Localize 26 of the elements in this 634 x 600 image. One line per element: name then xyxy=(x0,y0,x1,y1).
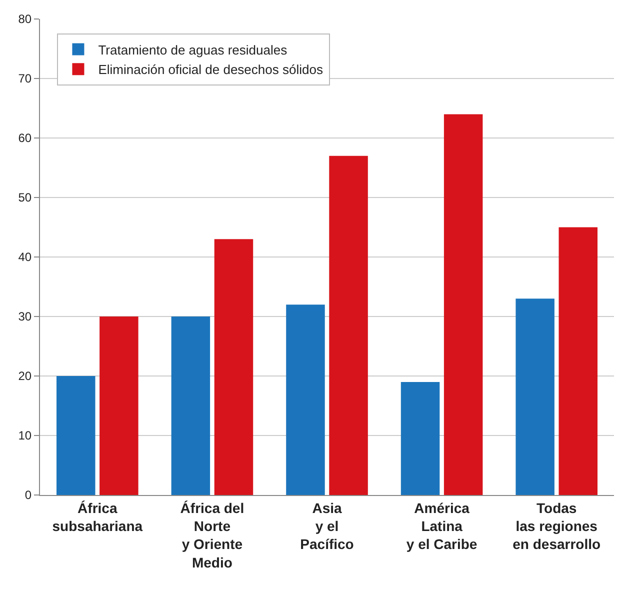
bar xyxy=(558,227,598,495)
bar xyxy=(329,156,368,495)
bar xyxy=(400,382,440,495)
bar xyxy=(286,304,325,495)
x-tick-label: América Latina y el Caribe xyxy=(406,500,478,552)
y-tick-label: 40 xyxy=(18,250,32,264)
y-tick-label: 70 xyxy=(18,72,32,86)
legend-label: Tratamiento de aguas residuales xyxy=(98,42,288,58)
x-tick-label: África del Norte y Oriente Medio xyxy=(180,500,244,570)
x-tick-label: Asia y el Pacífico xyxy=(300,500,354,552)
y-tick-label: 60 xyxy=(18,131,32,146)
bar xyxy=(444,114,483,495)
y-tick-label: 0 xyxy=(24,488,32,502)
x-tick-label: Todas las regiones en desarrollo xyxy=(512,500,601,552)
bar xyxy=(100,316,138,495)
bar xyxy=(171,316,210,495)
y-tick-label: 50 xyxy=(18,190,32,205)
y-tick-label: 80 xyxy=(18,12,32,26)
bar xyxy=(56,376,96,495)
y-tick-label: 30 xyxy=(18,310,32,324)
bar xyxy=(214,239,254,495)
y-tick-label: 20 xyxy=(18,369,32,384)
bar xyxy=(516,298,554,495)
x-tick-label: África subsahariana xyxy=(52,500,143,534)
legend-label: Eliminación oficial de desechos sólidos xyxy=(98,62,324,78)
y-tick-label: 10 xyxy=(18,428,32,443)
